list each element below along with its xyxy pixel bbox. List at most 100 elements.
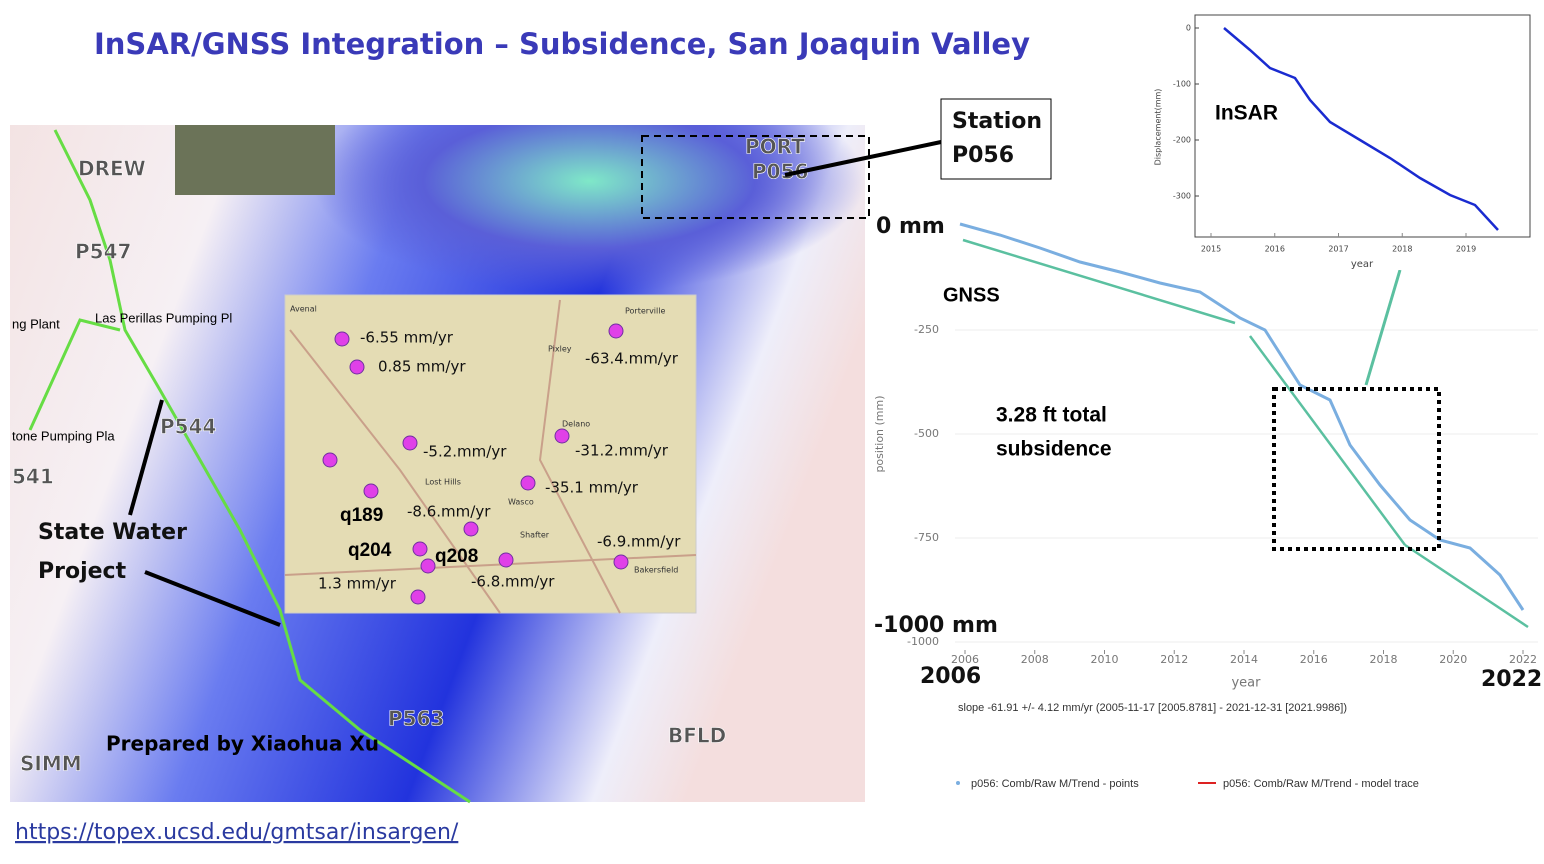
y-tick-label: -250 (914, 323, 939, 336)
legend-entry: p056: Comb/Raw M/Trend - points (971, 778, 1139, 790)
station-dot (498, 552, 514, 568)
slope-text: slope -61.91 +/- 4.12 mm/yr (2005-11-17 … (958, 702, 1347, 714)
y-tick-label: -500 (914, 427, 939, 440)
map-label: tone Pumping Pla (12, 428, 115, 443)
y-axis-label: Displacement(mm) (1154, 89, 1163, 166)
station-dot (613, 554, 629, 570)
rate: -31.2.mm/yr (575, 442, 669, 460)
arrow (784, 140, 942, 177)
arrow (128, 399, 164, 516)
map-label: BFLD (668, 724, 726, 748)
x-tick-label: 2008 (1021, 653, 1049, 666)
arrow (1364, 269, 1402, 386)
rate: -6.9.mm/yr (597, 533, 681, 551)
y-tick-label: -750 (914, 531, 939, 544)
note: 3.28 ft total (996, 404, 1107, 427)
map-label: DREW (78, 157, 146, 181)
farm-fields (175, 125, 335, 195)
map-label: P547 (75, 240, 131, 264)
station-dot (334, 331, 350, 347)
x-tick-label: 2020 (1439, 653, 1467, 666)
rate: -5.2.mm/yr (423, 443, 507, 461)
place: Wasco (508, 498, 534, 507)
inset-stations (322, 323, 629, 605)
credit: Prepared by Xiaohua Xu (106, 732, 379, 756)
insar-chart: 0 -100 -200 -300 2015 2016 2017 2018 2019 (1173, 24, 1476, 254)
axis-callout: -1000 mm (874, 613, 998, 638)
place: Porterville (625, 307, 665, 316)
station-dot (410, 589, 426, 605)
trend-line (962, 238, 1236, 325)
x-tick-label: 2018 (1392, 245, 1412, 254)
station-id: q208 (435, 546, 478, 567)
x-tick-label: 2012 (1160, 653, 1188, 666)
y-tick-label: -100 (1173, 80, 1191, 89)
x-tick-label: 2015 (1201, 245, 1221, 254)
series-label: GNSS (943, 284, 1000, 306)
road (538, 299, 621, 614)
x-tick-label: 2019 (1456, 245, 1476, 254)
station-dot (363, 483, 379, 499)
station-dot (402, 435, 418, 451)
rate: -35.1 mm/yr (545, 479, 639, 497)
map-label: SIMM (20, 752, 82, 776)
rate: 0.85 mm/yr (378, 358, 466, 376)
legend-entry: p056: Comb/Raw M/Trend - model trace (1223, 778, 1419, 790)
axis-callout: 0 mm (876, 214, 945, 239)
trend-line (1248, 335, 1407, 546)
place: Avenal (290, 305, 317, 314)
callout-text: Project (38, 559, 127, 584)
map-label: P563 (388, 707, 444, 731)
y-tick-label: 0 (1186, 24, 1191, 33)
station-dot (322, 452, 338, 468)
x-tick-label: 2018 (1370, 653, 1398, 666)
y-tick-label: -1000 (907, 635, 939, 648)
rate: -6.8.mm/yr (471, 573, 555, 591)
callout-box (940, 98, 1052, 180)
x-tick-label: 2022 (1509, 653, 1537, 666)
station-id: q189 (340, 505, 383, 526)
place: Bakersfield (634, 566, 678, 575)
legend-marker (956, 781, 960, 785)
axis-callout: 2022 (1481, 667, 1542, 692)
x-tick-label: 2017 (1328, 245, 1348, 254)
rate: -6.55 mm/yr (360, 329, 454, 347)
series-label: InSAR (1215, 102, 1278, 125)
station-box (641, 135, 870, 219)
axis-callout: 2006 (920, 664, 981, 689)
trend-line (1404, 543, 1529, 629)
x-tick-label: 2010 (1091, 653, 1119, 666)
map-label: ng Plant (12, 316, 60, 331)
gnss-chart: -250 -500 -750 -1000 2006 2008 2010 2012 2014 201… (907, 323, 1538, 666)
y-tick-label: -300 (1173, 192, 1191, 201)
station-dot (520, 475, 536, 491)
y-tick-label: -200 (1173, 136, 1191, 145)
place: Delano (562, 420, 590, 429)
x-tick-label: 2006 (951, 653, 979, 666)
y-axis-label: position (mm) (873, 395, 886, 472)
map-label: 541 (12, 465, 54, 489)
gnss-trace (959, 222, 1525, 611)
callout-text: State Water (38, 520, 187, 545)
map-label: Las Perillas Pumping Pl (95, 310, 232, 325)
station-dot (420, 558, 436, 574)
x-tick-label: 2016 (1300, 653, 1328, 666)
rate: 1.3 mm/yr (318, 575, 397, 593)
station-dot (412, 541, 428, 557)
station-dot (463, 521, 479, 537)
zoom-box (1272, 387, 1441, 551)
rate: -63.4.mm/yr (585, 350, 679, 368)
map-label: P544 (160, 415, 216, 439)
arrow (144, 570, 281, 627)
map-label: PORT (745, 135, 805, 159)
place: Lost Hills (425, 478, 461, 487)
x-axis-label: year (1231, 676, 1261, 691)
station-id: q204 (348, 540, 392, 561)
place: Pixley (548, 345, 572, 354)
place: Shafter (520, 531, 550, 540)
insar-trace (1223, 27, 1499, 231)
url-link[interactable]: https://topex.ucsd.edu/gmtsar/insargen/ (15, 820, 459, 845)
url[interactable]: https://topex.ucsd.edu/gmtsar/insargen/ (15, 820, 459, 845)
insar-frame (1194, 14, 1531, 238)
